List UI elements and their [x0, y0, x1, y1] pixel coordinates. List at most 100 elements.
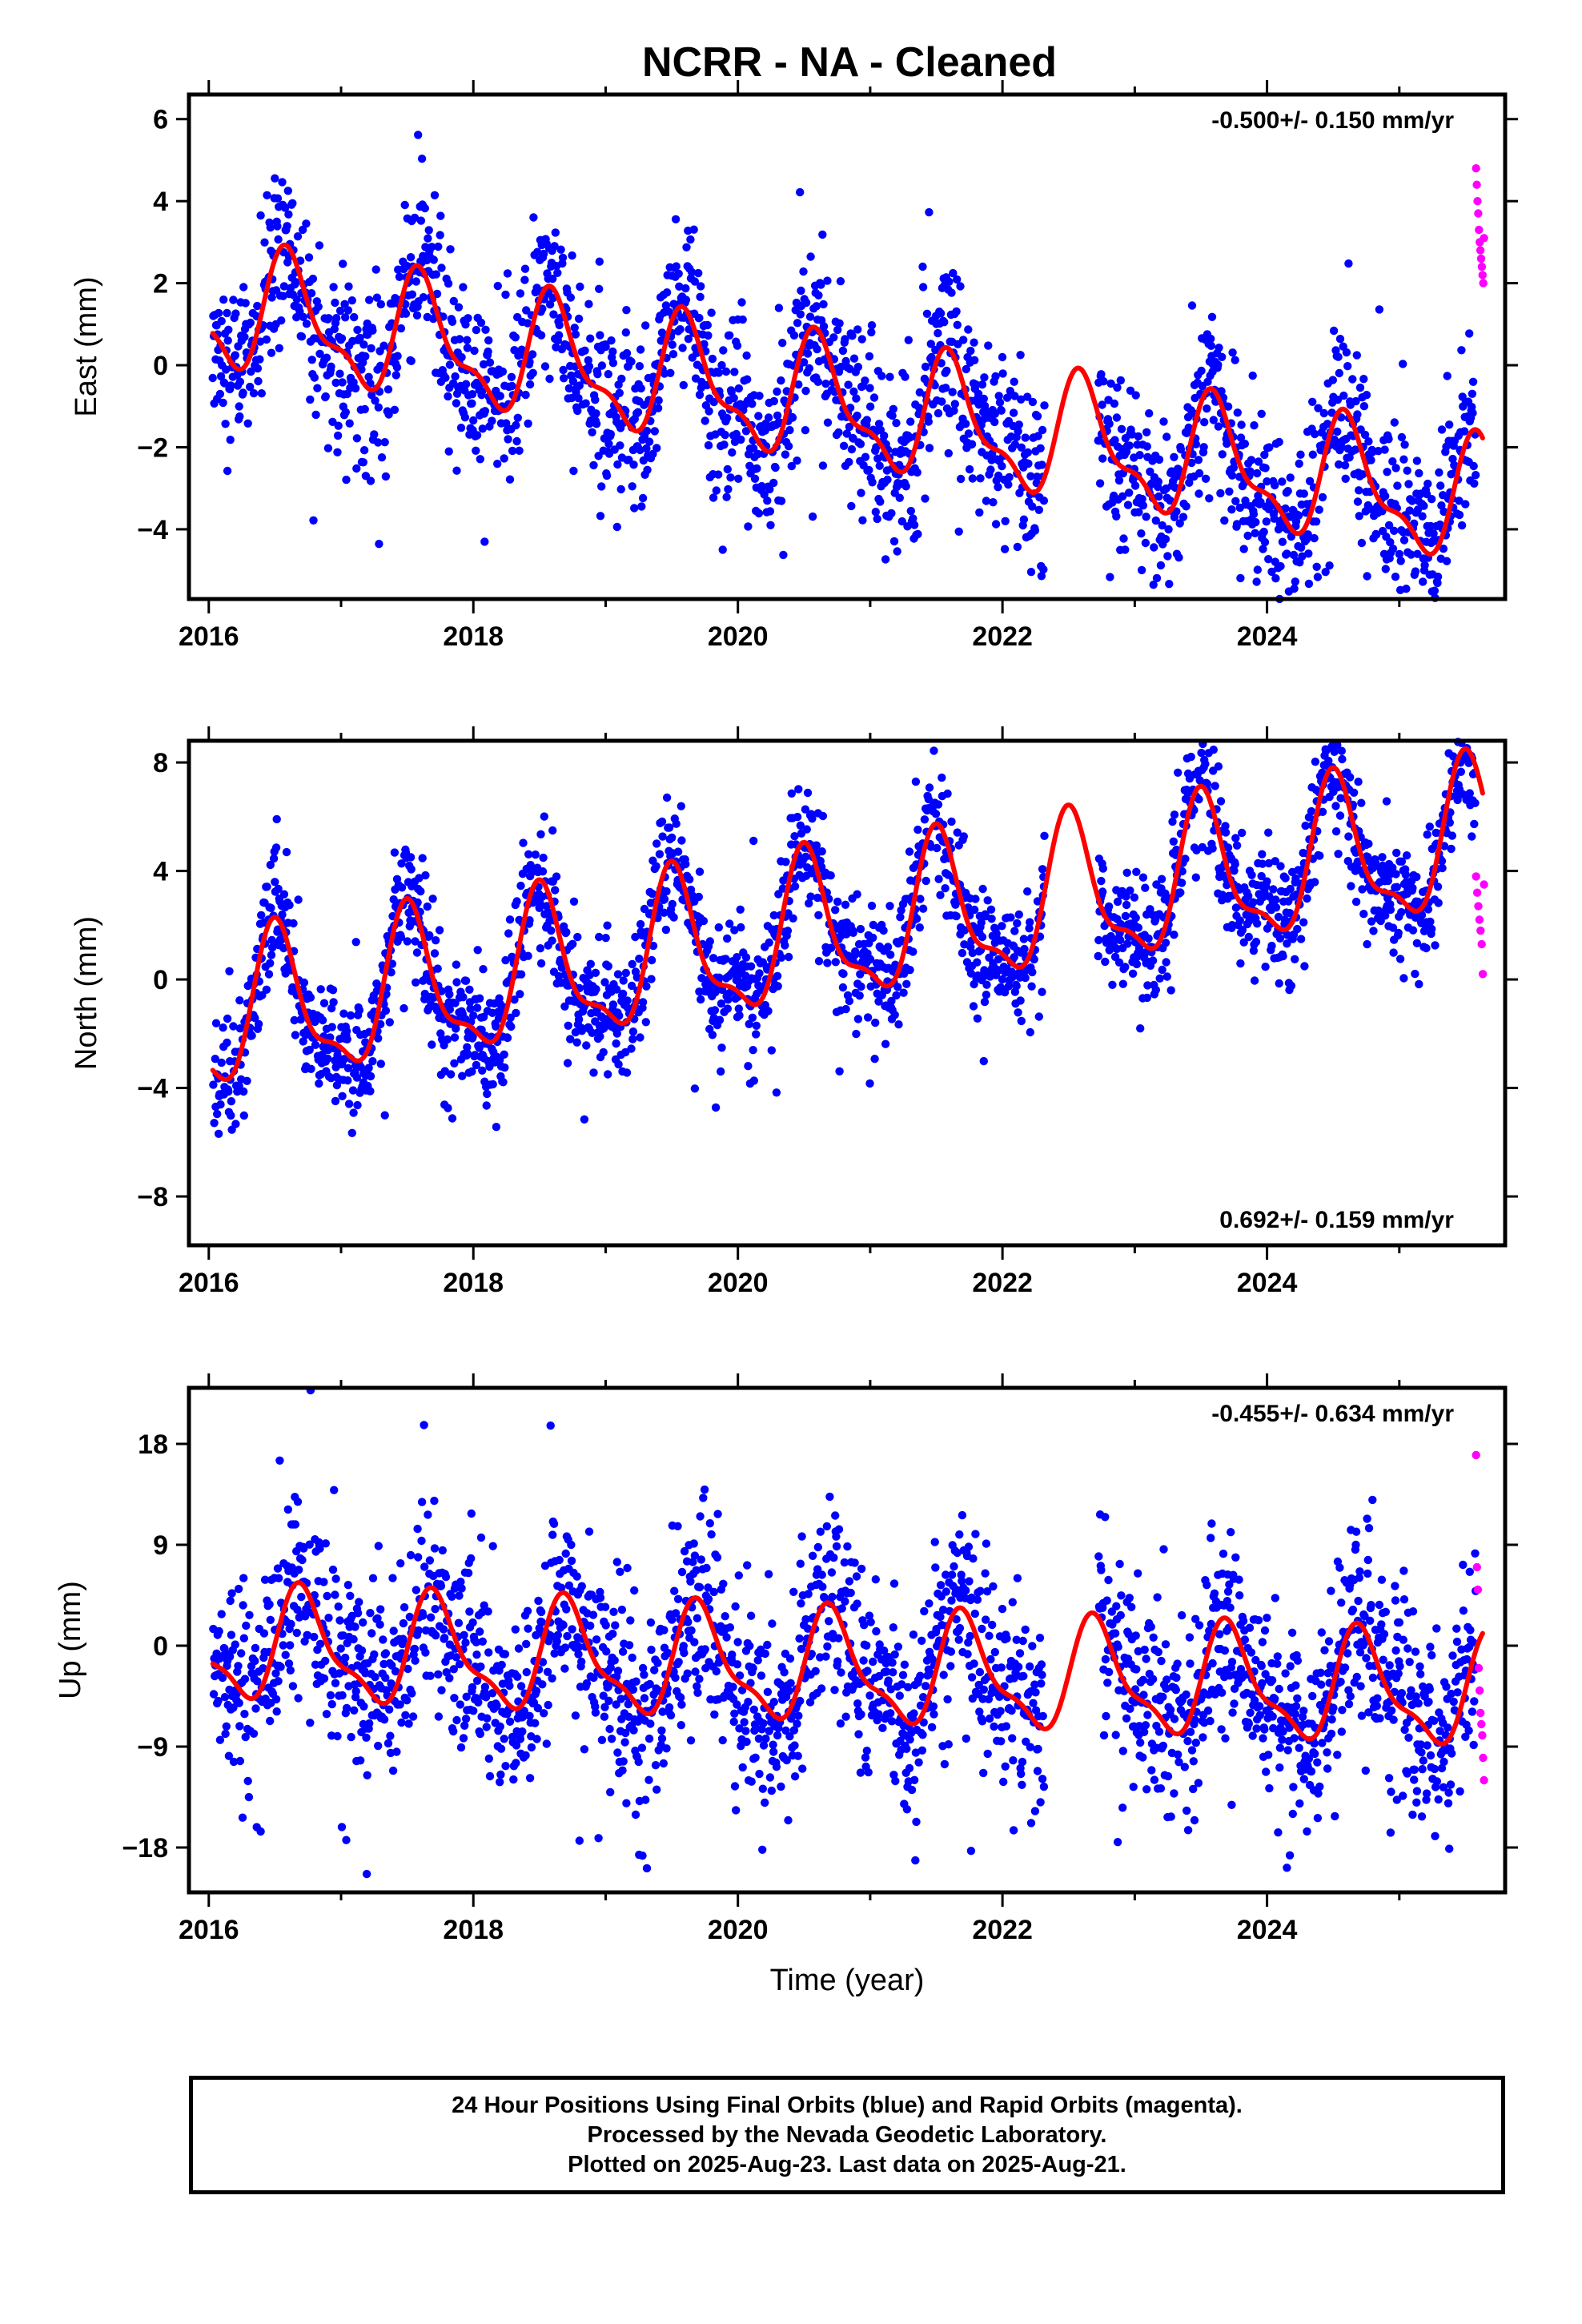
- north-final-point: [1269, 885, 1278, 894]
- east-final-point: [231, 309, 240, 318]
- east-final-point: [695, 313, 704, 323]
- north-final-point: [282, 847, 291, 857]
- east-final-point: [520, 264, 530, 273]
- east-final-point: [615, 388, 624, 397]
- east-final-point: [500, 454, 508, 463]
- east-final-point: [355, 333, 364, 343]
- up-final-point: [406, 1550, 416, 1560]
- east-final-point: [1172, 507, 1181, 516]
- north-final-point: [1132, 867, 1141, 877]
- north-final-point: [1132, 959, 1142, 969]
- north-final-point: [818, 811, 828, 821]
- north-final-point: [307, 1064, 315, 1074]
- north-final-point: [425, 931, 434, 940]
- east-final-point: [292, 295, 301, 304]
- north-final-point: [411, 937, 420, 946]
- east-final-point: [979, 394, 989, 404]
- east-final-point: [984, 341, 993, 350]
- east-final-point: [255, 355, 264, 364]
- east-final-point: [1039, 497, 1049, 505]
- north-final-point: [577, 1027, 586, 1035]
- east-final-point: [1275, 437, 1283, 447]
- north-final-point: [1174, 768, 1182, 777]
- east-final-point: [379, 341, 388, 350]
- north-final-point: [239, 1087, 248, 1096]
- east-final-point: [1030, 526, 1040, 535]
- east-final-point: [988, 449, 997, 458]
- up-final-point: [379, 1715, 389, 1724]
- north-final-point: [1257, 871, 1266, 881]
- north-final-point: [213, 1109, 222, 1119]
- north-final-point: [1388, 863, 1397, 872]
- north-final-point: [1417, 911, 1427, 919]
- up-final-point: [298, 1555, 307, 1565]
- east-final-point: [368, 326, 377, 335]
- east-final-point: [1448, 454, 1457, 464]
- north-final-point: [348, 1086, 358, 1095]
- north-final-point: [893, 983, 902, 991]
- north-final-point: [318, 1015, 327, 1025]
- north-final-point: [841, 900, 850, 910]
- up-final-point: [478, 1637, 487, 1646]
- east-final-point: [817, 280, 825, 289]
- east-final-point: [1142, 428, 1151, 436]
- east-rapid-points: [1472, 164, 1488, 287]
- up-final-point: [229, 1757, 239, 1767]
- north-final-point: [1296, 935, 1306, 943]
- east-final-point: [938, 397, 946, 406]
- east-final-point: [208, 373, 217, 383]
- north-final-point: [368, 1057, 377, 1066]
- east-final-point: [622, 348, 632, 358]
- east-final-point: [406, 253, 416, 262]
- east-final-point: [906, 417, 915, 426]
- up-final-point: [324, 1614, 333, 1622]
- east-final-point: [229, 296, 238, 304]
- east-final-point: [818, 461, 828, 470]
- north-final-point: [443, 1035, 452, 1044]
- east-final-point: [1114, 476, 1124, 485]
- north-final-point: [899, 988, 908, 997]
- north-final-point: [621, 968, 630, 978]
- north-final-point: [1395, 955, 1405, 963]
- east-final-point: [814, 291, 823, 300]
- north-final-point: [749, 1046, 757, 1055]
- up-final-point: [227, 1589, 236, 1598]
- east-final-point: [1033, 472, 1042, 481]
- north-final-point: [512, 897, 521, 906]
- north-final-point: [1344, 832, 1353, 841]
- north-final-point: [886, 951, 895, 959]
- east-final-point: [749, 444, 758, 453]
- east-final-point: [1248, 371, 1257, 380]
- north-final-point: [299, 1037, 307, 1046]
- east-final-point: [989, 498, 998, 507]
- east-final-point: [370, 430, 379, 439]
- north-final-point: [1301, 821, 1310, 830]
- north-final-point: [536, 830, 545, 839]
- east-final-point: [1038, 460, 1046, 469]
- up-final-point: [412, 1586, 420, 1594]
- north-final-point: [1012, 982, 1021, 991]
- east-final-point: [764, 413, 773, 422]
- north-final-point: [531, 850, 540, 859]
- east-final-point: [1253, 565, 1263, 574]
- north-final-point: [741, 953, 751, 962]
- east-final-point: [1161, 535, 1170, 544]
- east-final-point: [246, 318, 255, 328]
- east-final-point: [1207, 312, 1217, 321]
- east-final-point: [818, 230, 827, 239]
- east-final-point: [833, 325, 842, 335]
- east-final-point: [1381, 565, 1391, 573]
- up-final-point: [386, 1731, 395, 1740]
- east-x-tick-label: 2016: [179, 621, 239, 652]
- up-final-point: [417, 1498, 427, 1506]
- north-final-point: [1330, 747, 1339, 756]
- east-final-point: [995, 398, 1005, 407]
- east-final-point: [1187, 458, 1196, 468]
- east-final-point: [918, 283, 928, 292]
- north-final-point: [1470, 819, 1479, 829]
- east-final-point: [1334, 352, 1343, 361]
- east-final-point: [476, 318, 486, 328]
- east-final-point: [1215, 344, 1223, 352]
- up-final-point: [326, 1691, 335, 1700]
- up-final-point: [217, 1610, 226, 1618]
